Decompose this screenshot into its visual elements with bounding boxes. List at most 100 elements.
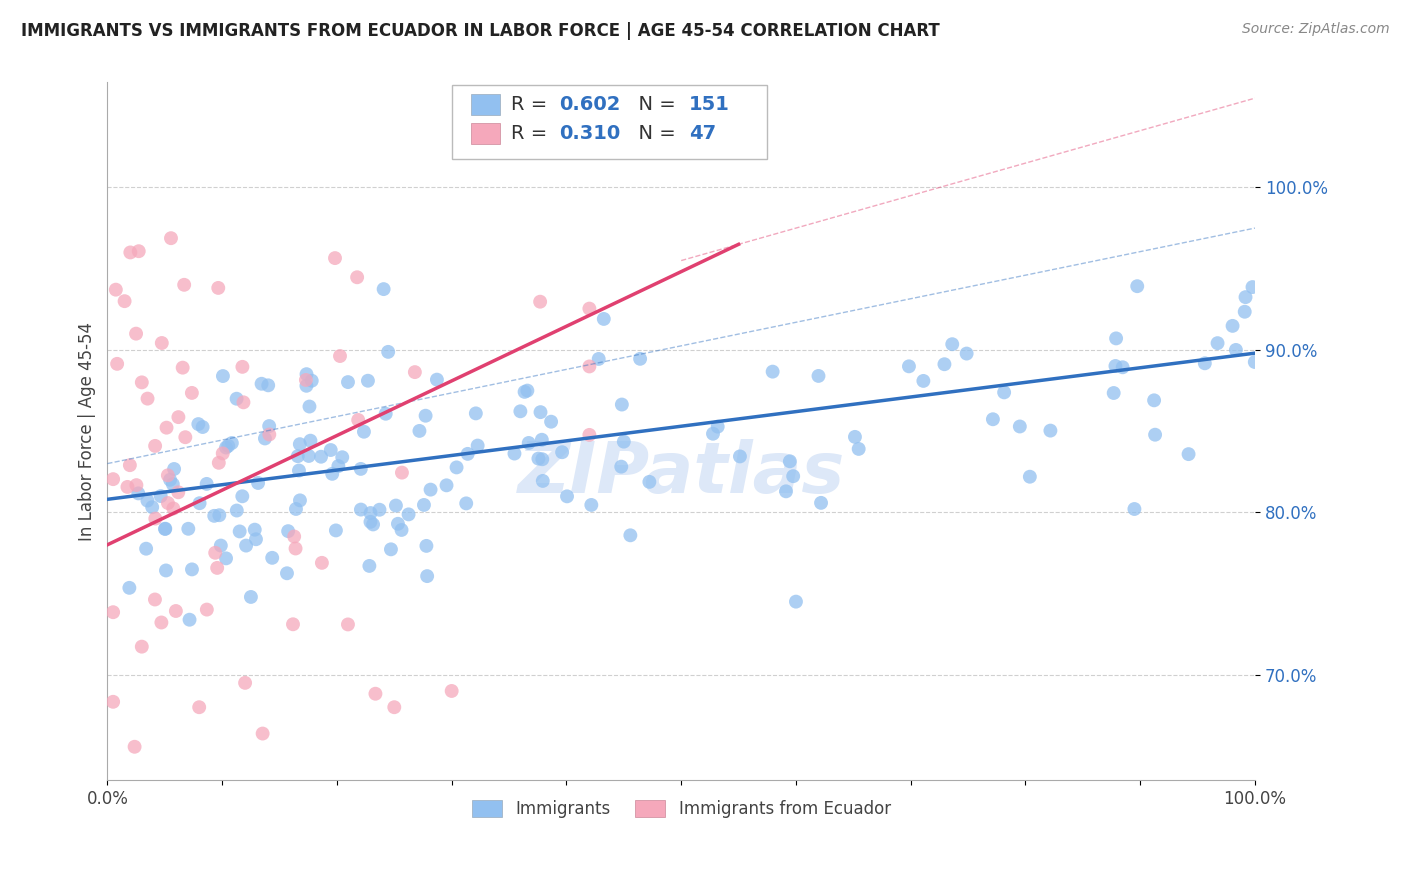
Point (160, 231, 183, 245)
Point (207, 281, 229, 295)
Text: R =: R = (512, 124, 554, 143)
Point (299, 434, 322, 448)
Point (702, 426, 724, 441)
Point (143, 511, 166, 525)
Point (162, 501, 184, 516)
Point (1177, 447, 1199, 461)
Point (239, 590, 262, 604)
Point (782, 469, 804, 483)
Point (456, 496, 478, 510)
Point (276, 566, 298, 581)
Point (347, 413, 370, 427)
Point (177, 522, 200, 536)
Point (298, 400, 321, 414)
Point (728, 450, 751, 464)
Point (810, 496, 832, 510)
Point (844, 430, 866, 444)
Point (398, 508, 420, 522)
Point (243, 523, 266, 537)
Text: N =: N = (626, 95, 682, 114)
Point (131, 640, 153, 654)
Point (165, 604, 187, 618)
Point (245, 533, 267, 547)
Point (464, 406, 486, 420)
Point (613, 434, 636, 449)
Point (204, 546, 226, 560)
Point (413, 498, 436, 512)
Point (252, 726, 274, 740)
Point (295, 373, 318, 387)
Point (1222, 318, 1244, 333)
Point (136, 493, 159, 508)
Point (807, 368, 830, 383)
Point (298, 449, 321, 463)
Point (391, 466, 413, 480)
Point (934, 357, 956, 371)
Point (212, 369, 235, 384)
Point (527, 451, 550, 466)
Point (288, 437, 311, 451)
Point (328, 458, 350, 473)
Point (350, 502, 373, 516)
Point (231, 489, 253, 503)
Point (149, 489, 172, 503)
Point (610, 398, 633, 412)
Point (125, 478, 148, 492)
Point (120, 245, 142, 260)
FancyBboxPatch shape (471, 123, 501, 144)
Point (188, 700, 211, 714)
Point (181, 562, 204, 576)
Point (325, 524, 347, 538)
Point (404, 365, 426, 379)
Point (592, 312, 614, 326)
Point (187, 417, 209, 431)
Point (259, 427, 281, 442)
Text: Source: ZipAtlas.com: Source: ZipAtlas.com (1241, 22, 1389, 37)
Point (162, 477, 184, 491)
Point (131, 376, 153, 390)
Point (956, 346, 979, 360)
Point (228, 524, 250, 539)
Point (1233, 304, 1256, 318)
Point (136, 392, 159, 406)
Point (125, 326, 148, 341)
Point (143, 439, 166, 453)
Point (143, 592, 166, 607)
Point (180, 385, 202, 400)
Text: 47: 47 (689, 124, 716, 143)
Point (250, 376, 273, 391)
Point (285, 502, 308, 516)
Point (578, 301, 600, 316)
Point (295, 378, 318, 392)
Point (284, 541, 307, 556)
Point (346, 270, 368, 285)
Point (215, 441, 238, 455)
Point (531, 452, 554, 467)
Point (118, 581, 141, 595)
Point (127, 486, 149, 500)
Point (104, 283, 127, 297)
Point (610, 459, 633, 474)
Point (105, 357, 128, 371)
Point (440, 684, 463, 698)
Point (235, 539, 257, 553)
Point (202, 508, 225, 523)
Point (446, 460, 468, 475)
Point (530, 433, 553, 447)
Point (785, 594, 807, 608)
Text: R =: R = (512, 95, 554, 114)
Point (336, 617, 359, 632)
Point (513, 384, 536, 399)
Point (1105, 331, 1128, 345)
Point (153, 522, 176, 536)
Point (101, 605, 124, 619)
Point (159, 473, 181, 487)
Point (416, 569, 439, 583)
Point (359, 558, 381, 573)
Point (993, 385, 1015, 400)
Point (101, 472, 124, 486)
Point (1234, 290, 1257, 304)
Point (1126, 279, 1149, 293)
Point (1123, 502, 1146, 516)
Point (1008, 419, 1031, 434)
